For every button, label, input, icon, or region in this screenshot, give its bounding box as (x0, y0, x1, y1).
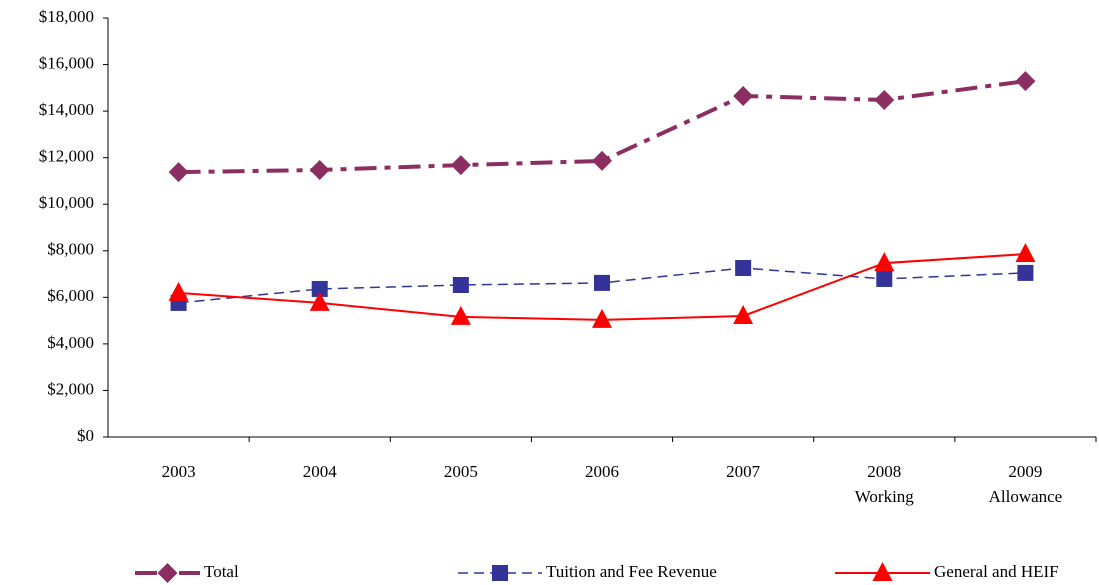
y-tick-label: $0 (77, 426, 94, 445)
legend-marker (492, 565, 508, 581)
data-point (594, 274, 610, 291)
y-tick-label: $18,000 (39, 7, 94, 26)
data-point (309, 291, 330, 311)
data-point (733, 85, 754, 106)
y-tick-label: $4,000 (47, 333, 94, 352)
data-point (592, 308, 612, 328)
x-tick-label: 2005 (443, 462, 478, 481)
data-point (733, 304, 754, 324)
x-tick-label: 2004 (302, 462, 337, 481)
legend-label: General and HEIF (934, 562, 1059, 581)
x-tick-label: 2006 (585, 462, 619, 481)
data-point (168, 281, 189, 301)
y-tick-label: $10,000 (39, 193, 94, 212)
x-tick-label: 2009 Allowance (988, 462, 1063, 506)
legend-label: Total (204, 562, 239, 581)
data-point (168, 162, 189, 183)
legend-label: Tuition and Fee Revenue (546, 562, 717, 581)
legend-marker (872, 562, 893, 581)
y-tick-label: $12,000 (39, 147, 94, 166)
data-point (309, 160, 330, 181)
legend-marker (157, 563, 178, 583)
data-point (735, 260, 752, 277)
y-tick-label: $8,000 (47, 240, 94, 259)
data-point (1015, 243, 1036, 263)
data-point (452, 276, 469, 293)
data-point (876, 270, 893, 287)
data-point (311, 280, 328, 297)
data-point (1017, 264, 1034, 281)
y-tick-label: $14,000 (39, 100, 94, 119)
data-point (874, 252, 895, 272)
x-tick-label: 2003 (161, 462, 196, 481)
x-tick-label: 2007 (726, 462, 761, 481)
x-tick-label: 2008 Working (854, 462, 914, 506)
y-tick-label: $6,000 (47, 286, 94, 305)
data-point (1015, 71, 1036, 92)
data-point (450, 305, 471, 325)
data-point (592, 150, 612, 171)
y-tick-label: $16,000 (39, 53, 94, 72)
data-point (874, 89, 895, 110)
y-tick-label: $2,000 (47, 379, 94, 398)
data-point (450, 155, 471, 176)
